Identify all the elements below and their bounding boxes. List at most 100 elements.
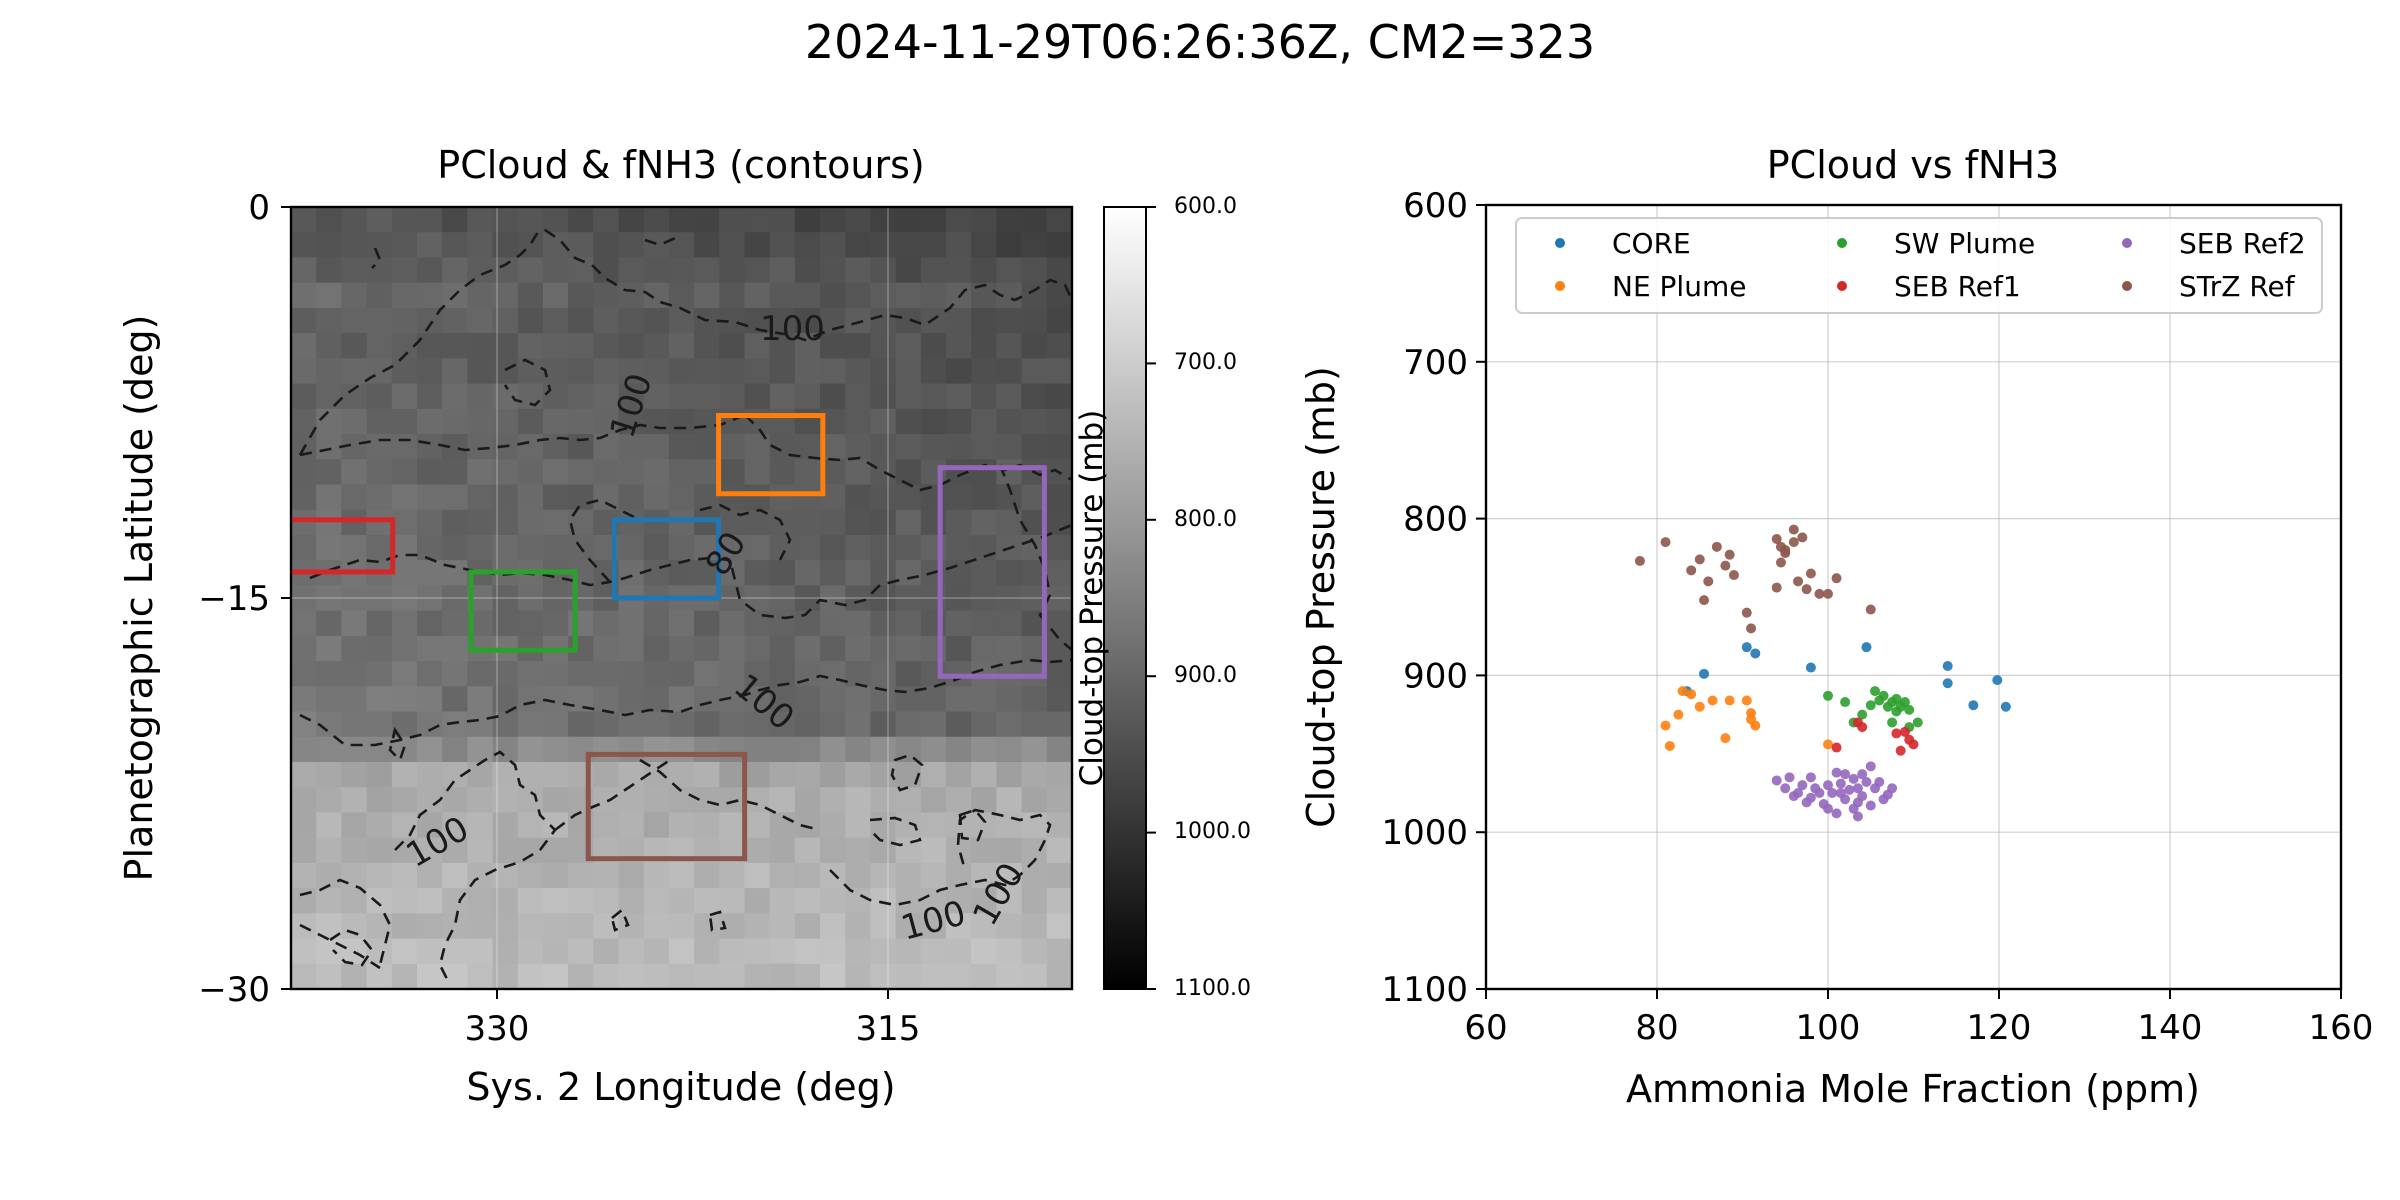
region-box-ne-plume [716, 413, 826, 497]
map-pixel [794, 509, 821, 536]
map-pixel [920, 913, 947, 940]
map-pixel [517, 938, 544, 965]
scatter-point [1750, 648, 1761, 659]
map-pixel [416, 661, 443, 687]
map-pixel [366, 282, 393, 309]
map-pixel [341, 207, 368, 233]
map-pixel [920, 534, 947, 561]
map-pixel [971, 459, 998, 486]
map-pixel [895, 635, 922, 662]
scatter-point [1686, 565, 1697, 576]
legend-marker [1555, 238, 1565, 248]
map-pixel [971, 434, 998, 460]
map-pixel [794, 232, 821, 259]
map-pixel [391, 913, 418, 940]
map-pixel [996, 711, 1023, 738]
map-pixel [618, 913, 645, 940]
map-pixel [442, 459, 468, 486]
map-pixel [895, 459, 922, 486]
map-pixel [895, 585, 922, 612]
map-pixel [366, 635, 393, 662]
map-pixel [820, 509, 846, 536]
region-box-sw-plume [468, 569, 578, 653]
map-pixel [291, 534, 317, 561]
scatter-point [1852, 783, 1863, 794]
map-pixel [719, 711, 746, 738]
map-pixel [1021, 408, 1048, 435]
map-pixel [517, 434, 544, 460]
map-pixel [366, 232, 393, 259]
map-pixel [542, 585, 569, 612]
scatter-ytick-label: 1100 [1381, 970, 1468, 1010]
scatter-point [1942, 678, 1953, 689]
map-pixel [668, 661, 695, 687]
map-pixel [971, 333, 998, 359]
scatter-point [1865, 800, 1876, 811]
map-pixel [996, 509, 1023, 536]
map-pixel [820, 837, 846, 864]
legend: CORE NE Plume SW Plume SEB Ref1 SEB Ref2 STrZ… [1515, 217, 2323, 314]
scatter-point [1942, 660, 1953, 671]
map-pixel [542, 787, 569, 814]
map-pixel [568, 938, 594, 965]
map-pixel [895, 509, 922, 536]
map-pixel [568, 232, 594, 259]
map-pixel [769, 661, 796, 687]
map-pixel [794, 610, 821, 637]
map-pixel [1046, 888, 1072, 914]
scatter-point [1899, 697, 1910, 708]
map-pixel [643, 333, 670, 359]
map-pixel [719, 358, 746, 385]
scatter-point [1861, 777, 1872, 788]
map-pixel [946, 257, 972, 284]
map-pixel [694, 610, 720, 637]
map-pixel [668, 736, 695, 763]
map-pixel [316, 257, 342, 284]
map-pixel [719, 938, 746, 965]
map-pixel [291, 484, 317, 511]
map-pixel [517, 963, 544, 989]
map-pixel [316, 963, 342, 989]
map-pixel [694, 358, 720, 385]
scatter-point [1865, 761, 1876, 772]
map-pixel [291, 963, 317, 989]
map-pixel [618, 207, 645, 233]
map-pixel [442, 333, 468, 359]
map-pixel [870, 307, 897, 334]
map-pixel [1046, 610, 1072, 637]
map-pixel [769, 307, 796, 334]
map-pixel [542, 888, 569, 914]
map-pixel [618, 232, 645, 259]
map-pixel [920, 333, 947, 359]
map-pixel [492, 888, 519, 914]
map-pixel [946, 787, 972, 814]
map-pixel [593, 307, 620, 334]
map-xlabel: Sys. 2 Longitude (deg) [466, 1065, 895, 1109]
map-pixel [492, 787, 519, 814]
contour-line [394, 750, 557, 986]
map-pixel [996, 812, 1023, 839]
map-ytick-label: −30 [198, 970, 270, 1010]
map-pixel [316, 434, 342, 460]
map-pixel [492, 207, 519, 233]
map-pixel [946, 913, 972, 940]
map-pixel [643, 560, 670, 586]
map-pixel [744, 333, 771, 359]
map-pixel [341, 862, 368, 889]
map-pixel [946, 232, 972, 259]
map-pixel [341, 913, 368, 940]
map-pixel [845, 635, 872, 662]
contour-line [699, 503, 792, 561]
map-pixel [744, 837, 771, 864]
map-pixel [517, 711, 544, 738]
map-pixel [744, 383, 771, 410]
map-pixel [845, 232, 872, 259]
map-pixel [416, 686, 443, 713]
map-pixel [391, 635, 418, 662]
map-pixel [1021, 307, 1048, 334]
map-pixel [416, 459, 443, 486]
scatter-point [1780, 783, 1791, 794]
map-pixel [668, 787, 695, 814]
map-pixel [366, 610, 393, 637]
map-pixel [316, 686, 342, 713]
